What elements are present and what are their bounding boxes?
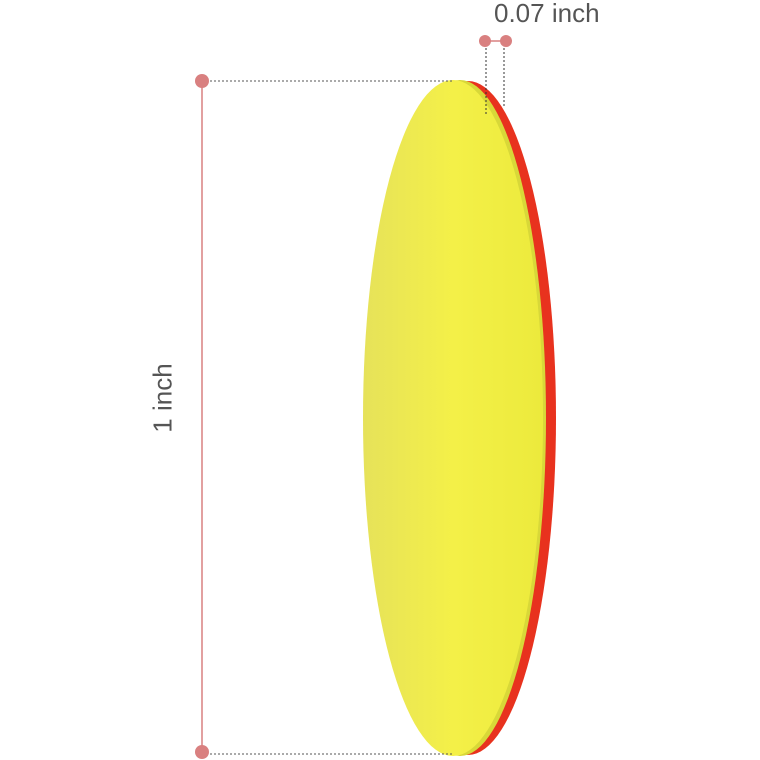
height-marker-bottom (195, 745, 209, 759)
height-label: 1 inch (147, 363, 178, 433)
thickness-marker-left (479, 35, 491, 47)
disc-yellow-face (363, 80, 543, 756)
thickness-label: 0.07 inch (494, 0, 600, 28)
height-marker-top (195, 74, 209, 88)
thickness-marker-right (500, 35, 512, 47)
